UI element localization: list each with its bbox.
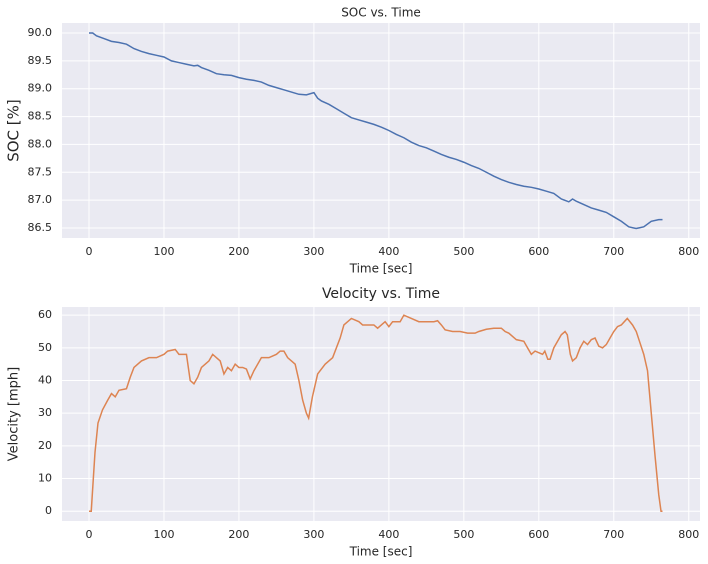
- x-tick-label: 400: [378, 528, 399, 541]
- x-tick-label: 300: [303, 245, 324, 258]
- y-tick-label: 0: [45, 504, 52, 517]
- y-tick-label: 60: [38, 308, 52, 321]
- x-tick-label: 700: [603, 528, 624, 541]
- x-axis-label: Time [sec]: [349, 545, 413, 559]
- y-tick-label: 88.0: [28, 137, 53, 150]
- x-tick-label: 300: [303, 528, 324, 541]
- x-tick-label: 800: [678, 245, 699, 258]
- x-tick-label: 200: [228, 528, 249, 541]
- y-tick-label: 50: [38, 341, 52, 354]
- x-tick-label: 0: [85, 245, 92, 258]
- y-tick-label: 87.0: [28, 193, 53, 206]
- y-tick-label: 20: [38, 439, 52, 452]
- chart-title: SOC vs. Time: [341, 6, 421, 20]
- x-tick-label: 0: [85, 528, 92, 541]
- y-tick-label: 30: [38, 406, 52, 419]
- y-tick-label: 88.5: [28, 110, 53, 123]
- x-tick-label: 600: [528, 245, 549, 258]
- chart-title: Velocity vs. Time: [322, 286, 440, 302]
- x-tick-label: 600: [528, 528, 549, 541]
- y-tick-label: 89.0: [28, 82, 53, 95]
- x-tick-label: 400: [378, 245, 399, 258]
- x-tick-label: 500: [453, 245, 474, 258]
- x-tick-label: 700: [603, 245, 624, 258]
- x-tick-label: 200: [228, 245, 249, 258]
- y-tick-label: 86.5: [28, 221, 53, 234]
- y-tick-label: 10: [38, 472, 52, 485]
- x-tick-label: 100: [153, 245, 174, 258]
- y-tick-label: 89.5: [28, 54, 53, 67]
- y-tick-label: 87.5: [28, 165, 53, 178]
- plot-area: [62, 307, 700, 521]
- y-axis-label: Velocity [mph]: [7, 367, 22, 461]
- y-tick-label: 40: [38, 374, 52, 387]
- x-tick-label: 100: [153, 528, 174, 541]
- x-tick-label: 500: [453, 528, 474, 541]
- y-tick-label: 90.0: [28, 26, 53, 39]
- x-tick-label: 800: [678, 528, 699, 541]
- x-axis-label: Time [sec]: [349, 262, 413, 276]
- data-line: [88, 314, 663, 512]
- data-line: [88, 32, 663, 230]
- y-axis-label: SOC [%]: [5, 99, 23, 162]
